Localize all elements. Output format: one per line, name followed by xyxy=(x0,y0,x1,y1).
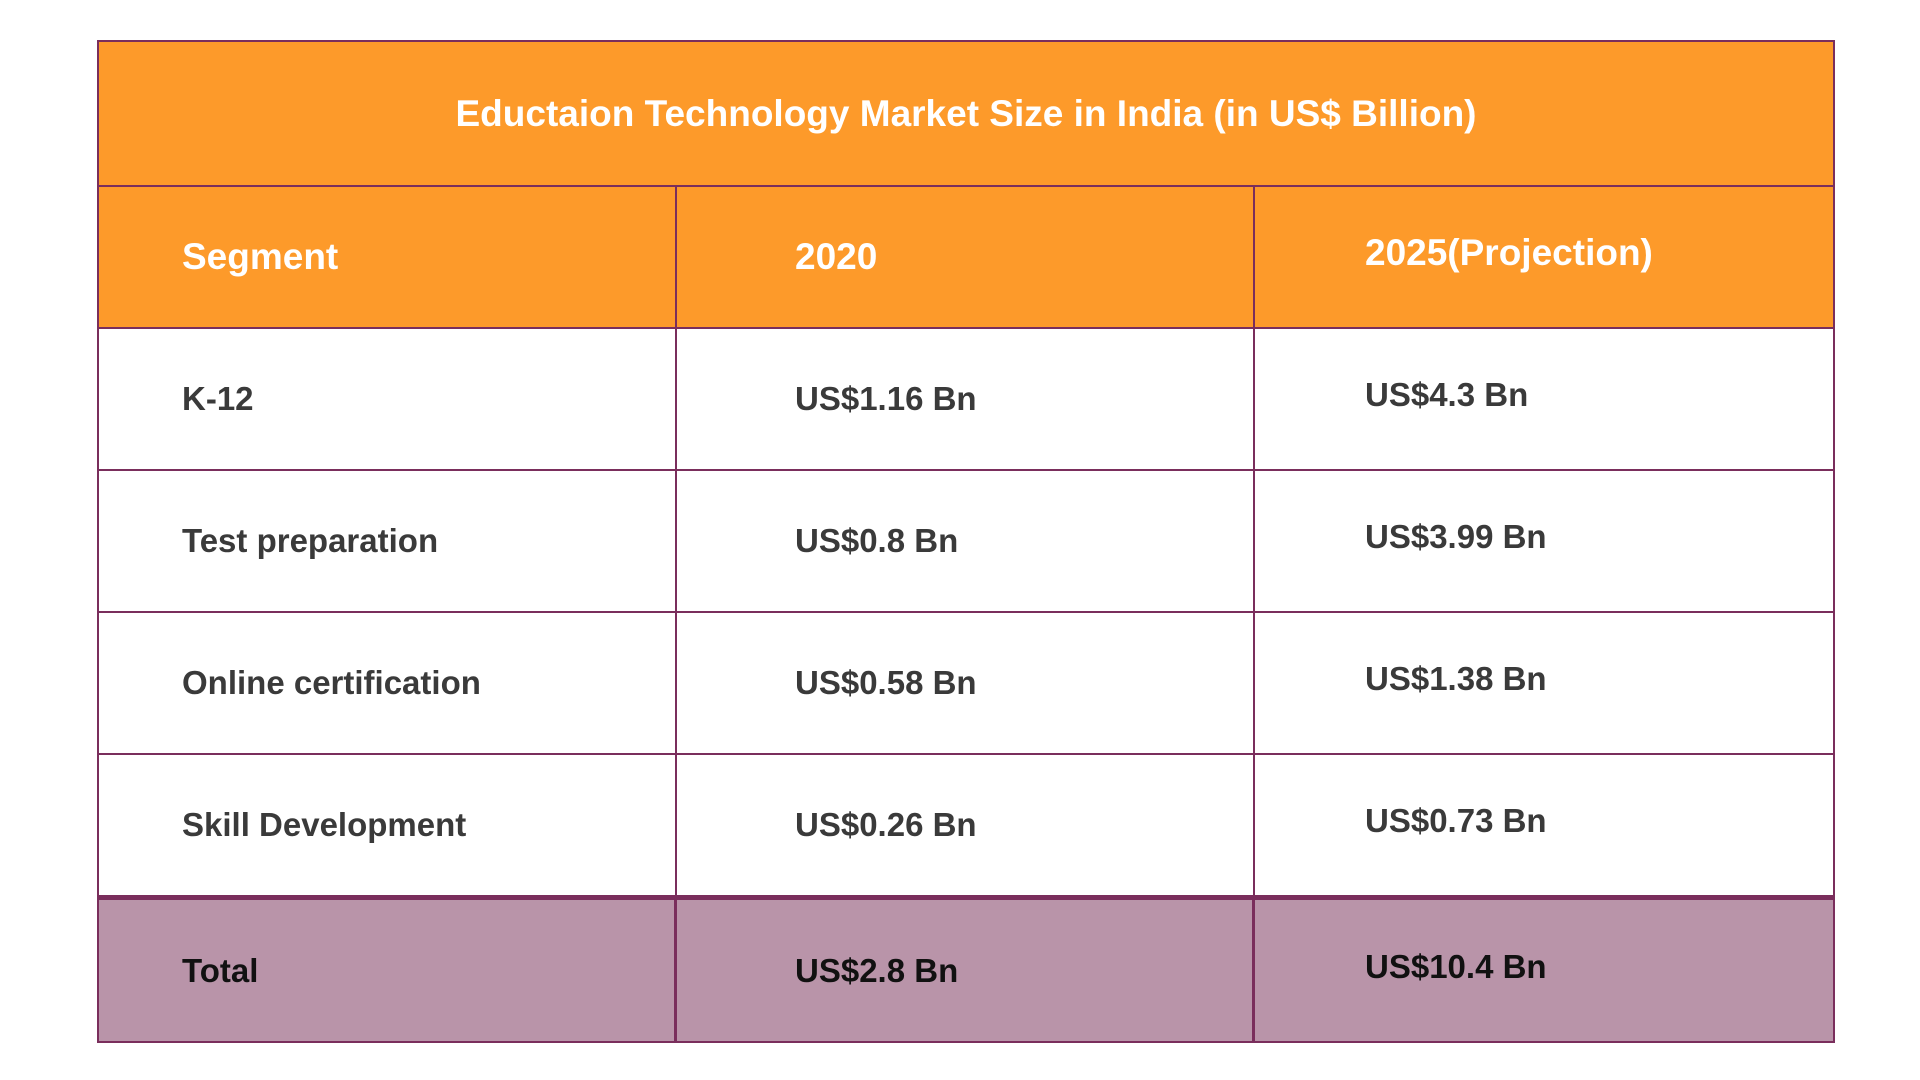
total-label-cell: Total xyxy=(99,900,677,1041)
segment-cell: Skill Development xyxy=(99,755,677,895)
total-row: Total US$2.8 Bn US$10.4 Bn xyxy=(99,897,1833,1041)
total-2025-text: US$10.4 Bn xyxy=(1365,947,1547,985)
segment-cell: Online certification xyxy=(99,613,677,753)
market-size-table: Eductaion Technology Market Size in Indi… xyxy=(97,40,1835,1043)
value-2020-cell: US$0.8 Bn xyxy=(677,471,1255,611)
header-2020: 2020 xyxy=(677,187,1255,327)
value-2020-cell: US$1.16 Bn xyxy=(677,329,1255,469)
table-row: Test preparation US$0.8 Bn US$3.99 Bn xyxy=(99,471,1833,613)
value-2025-cell: US$3.99 Bn xyxy=(1255,471,1833,611)
header-row: Segment 2020 2025(Projection) xyxy=(99,187,1833,329)
value-2025-cell: US$1.38 Bn xyxy=(1255,613,1833,753)
value-2025-text: US$0.73 Bn xyxy=(1365,802,1547,839)
table-row: K-12 US$1.16 Bn US$4.3 Bn xyxy=(99,329,1833,471)
value-2020-cell: US$0.26 Bn xyxy=(677,755,1255,895)
value-2025-text: US$1.38 Bn xyxy=(1365,660,1547,697)
total-2020-cell: US$2.8 Bn xyxy=(677,900,1255,1041)
segment-cell: Test preparation xyxy=(99,471,677,611)
value-2025-text: US$3.99 Bn xyxy=(1365,518,1547,555)
segment-cell: K-12 xyxy=(99,329,677,469)
table-row: Online certification US$0.58 Bn US$1.38 … xyxy=(99,613,1833,755)
table-title: Eductaion Technology Market Size in Indi… xyxy=(99,42,1833,187)
header-2025-projection: 2025(Projection) xyxy=(1255,187,1833,327)
value-2025-text: US$4.3 Bn xyxy=(1365,376,1529,413)
table-row: Skill Development US$0.26 Bn US$0.73 Bn xyxy=(99,755,1833,897)
header-segment: Segment xyxy=(99,187,677,327)
value-2025-cell: US$4.3 Bn xyxy=(1255,329,1833,469)
value-2020-cell: US$0.58 Bn xyxy=(677,613,1255,753)
value-2025-cell: US$0.73 Bn xyxy=(1255,755,1833,895)
total-2025-cell: US$10.4 Bn xyxy=(1255,900,1833,1041)
header-2025-projection-label: 2025(Projection) xyxy=(1365,232,1653,273)
